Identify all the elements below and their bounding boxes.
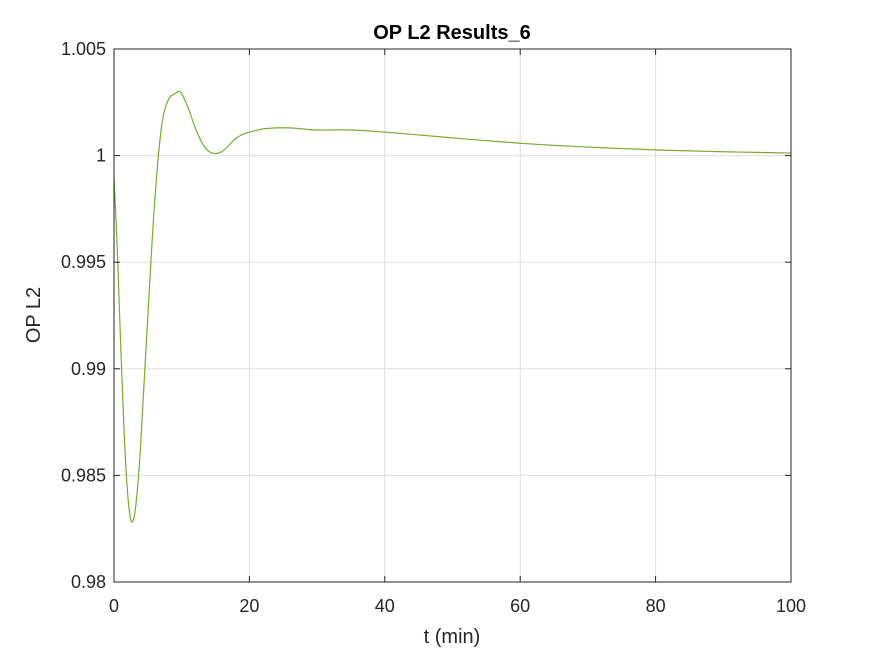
x-tick-label: 20 xyxy=(239,596,259,616)
y-axis-label: OP L2 xyxy=(23,287,45,343)
x-tick-label: 60 xyxy=(510,596,530,616)
chart-title: OP L2 Results_6 xyxy=(373,22,530,44)
x-tick-label: 80 xyxy=(646,596,666,616)
y-tick-label: 0.99 xyxy=(71,359,106,379)
y-tick-labels: 0.98 0.985 0.99 0.995 1 1.005 xyxy=(61,39,106,592)
x-tick-label: 100 xyxy=(776,596,806,616)
y-tick-label: 0.995 xyxy=(61,252,106,272)
y-tick-label: 0.985 xyxy=(61,465,106,485)
x-tick-labels: 0 20 40 60 80 100 xyxy=(109,596,806,616)
series-layer xyxy=(113,90,792,523)
y-tick-label: 1.005 xyxy=(61,39,106,59)
y-tick-label: 0.98 xyxy=(71,572,106,592)
ticks xyxy=(113,48,792,583)
x-tick-label: 40 xyxy=(375,596,395,616)
y-tick-label: 1 xyxy=(96,146,106,166)
plot-area xyxy=(114,49,791,582)
series-line-0 xyxy=(113,90,792,523)
x-tick-label: 0 xyxy=(109,596,119,616)
x-axis-label: t (min) xyxy=(424,626,481,648)
axes-box xyxy=(113,48,792,583)
